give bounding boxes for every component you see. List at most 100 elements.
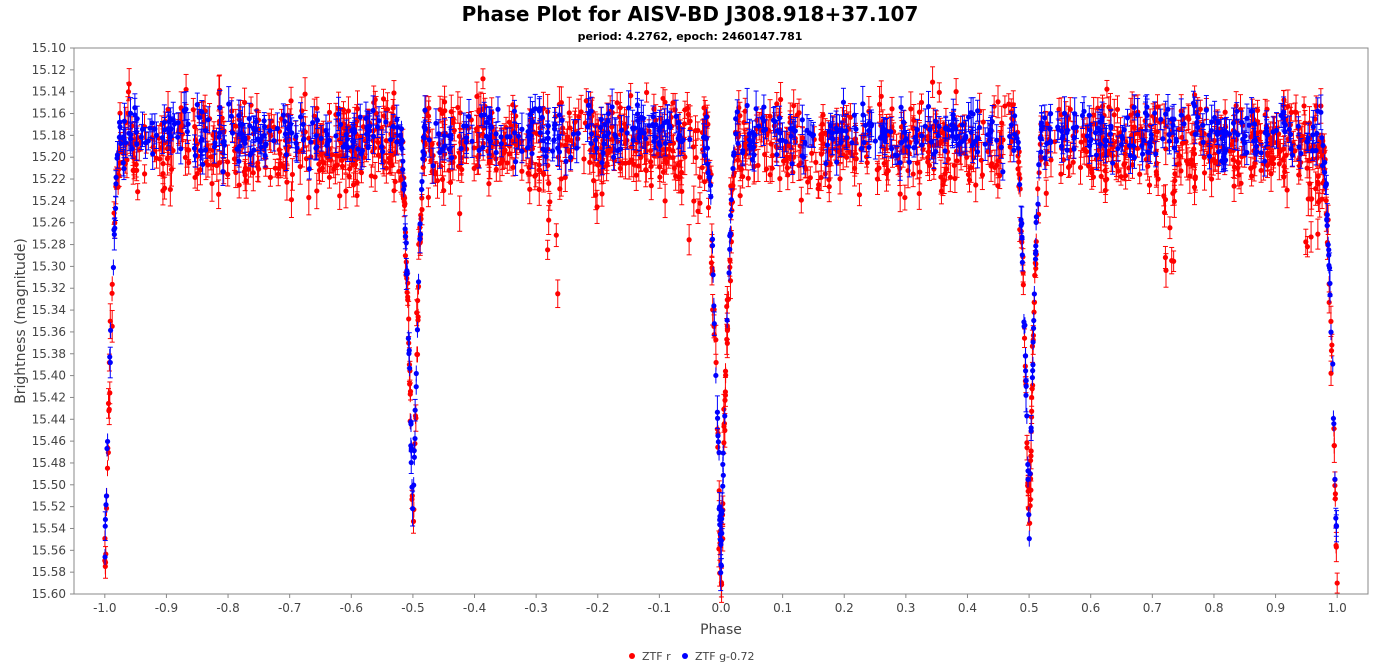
x-tick-label: -0.9 (155, 601, 178, 615)
y-tick-label: 15.20 (32, 150, 66, 164)
data-point (1192, 176, 1198, 182)
data-point (1284, 187, 1290, 193)
data-point (347, 166, 353, 172)
data-point (796, 110, 802, 116)
y-tick-label: 15.60 (32, 587, 66, 601)
y-tick-label: 15.24 (32, 194, 66, 208)
data-point (816, 182, 822, 188)
data-point (791, 103, 797, 109)
data-point (1010, 102, 1016, 108)
data-point (805, 179, 811, 185)
data-point (705, 204, 712, 211)
data-point (1153, 169, 1159, 175)
data-point (192, 137, 199, 143)
data-point (314, 105, 320, 111)
x-tick-label: 0.9 (1266, 601, 1285, 615)
chart-title: Phase Plot for AISV-BD J308.918+37.107 (462, 2, 919, 26)
data-point (648, 159, 654, 165)
data-point (1162, 254, 1169, 261)
y-tick-label: 15.36 (32, 325, 66, 339)
data-point (844, 154, 850, 160)
data-point (209, 180, 215, 187)
data-point (555, 291, 561, 297)
data-point (878, 93, 884, 99)
data-point (925, 159, 931, 165)
y-tick-label: 15.50 (32, 478, 66, 492)
data-point (303, 156, 310, 162)
data-point (940, 182, 946, 188)
data-point (902, 194, 908, 201)
data-point (566, 110, 572, 116)
data-point (302, 91, 308, 97)
y-tick-label: 15.40 (32, 369, 66, 383)
data-point (598, 169, 605, 175)
data-point (545, 247, 551, 253)
data-point (402, 253, 409, 259)
data-point (662, 99, 668, 105)
data-point (628, 93, 634, 99)
data-point (716, 488, 722, 494)
data-point (546, 180, 552, 186)
data-point (1118, 173, 1124, 180)
y-tick-label: 15.38 (32, 347, 66, 361)
data-point (897, 191, 903, 197)
data-point (863, 154, 870, 160)
data-point (375, 152, 382, 158)
data-point (762, 151, 768, 158)
y-tick-label: 15.12 (32, 63, 66, 77)
x-tick-label: 0.5 (1020, 601, 1039, 615)
data-point (1080, 133, 1087, 139)
data-point (991, 103, 997, 109)
data-point (576, 113, 582, 120)
data-point (1285, 103, 1291, 110)
data-point (107, 318, 113, 324)
data-point (651, 106, 657, 112)
data-point (107, 390, 113, 396)
data-point (318, 151, 324, 157)
data-point (917, 169, 923, 175)
y-tick-label: 15.10 (32, 41, 66, 55)
data-point (1304, 165, 1310, 171)
data-point (540, 170, 546, 176)
data-point (243, 178, 249, 184)
data-point (1029, 343, 1036, 349)
data-point (1135, 130, 1141, 136)
data-point (593, 192, 599, 198)
data-point (1122, 161, 1128, 167)
data-point (686, 237, 692, 243)
data-point (702, 179, 708, 185)
y-tick-label: 15.32 (32, 281, 66, 295)
chart-subtitle: period: 4.2762, epoch: 2460147.781 (578, 30, 803, 43)
data-point (692, 128, 699, 134)
data-point (284, 147, 290, 153)
data-point (506, 143, 513, 149)
data-point (1296, 172, 1302, 178)
y-tick-label: 15.22 (32, 172, 66, 186)
data-point (1227, 148, 1233, 154)
data-point (224, 159, 231, 165)
data-point (197, 167, 204, 173)
data-point (951, 162, 957, 169)
data-point (1043, 190, 1049, 196)
data-point (558, 176, 564, 182)
data-point (1002, 103, 1008, 109)
data-point (125, 89, 132, 95)
data-point (558, 99, 564, 106)
data-point (678, 149, 684, 156)
data-point (636, 163, 642, 169)
data-point (504, 160, 510, 166)
data-point (1185, 161, 1191, 167)
data-point (306, 135, 312, 141)
data-point (1233, 103, 1239, 109)
data-point (383, 165, 389, 171)
data-point (644, 89, 650, 96)
data-point (648, 183, 654, 189)
y-tick-label: 15.14 (32, 85, 66, 99)
data-point (822, 171, 828, 177)
data-point (864, 160, 870, 166)
data-point (684, 105, 690, 112)
data-point (818, 174, 824, 181)
data-point (546, 217, 552, 223)
data-point (980, 119, 986, 125)
x-tick-label: -0.4 (463, 601, 486, 615)
